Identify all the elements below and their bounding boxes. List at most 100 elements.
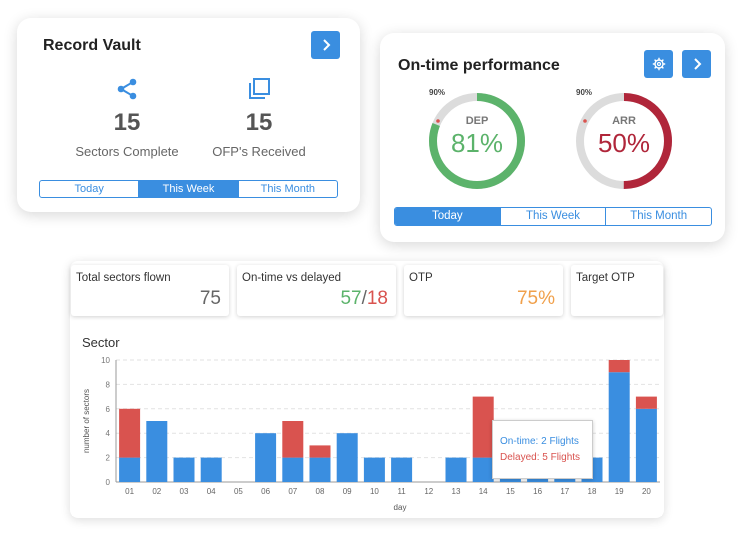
tab-today[interactable]: Today — [40, 181, 140, 197]
kpi-total-sectors: Total sectors flown 75 — [71, 265, 229, 316]
x-tick-label: 16 — [533, 487, 542, 496]
arr-gauge-ring — [576, 93, 672, 189]
bar-ontime — [146, 421, 168, 482]
otp-card: On-time performance 90% DEP 81% 90% ARR … — [380, 33, 725, 242]
dep-label: DEP — [465, 115, 489, 127]
y-tick-label: 10 — [101, 356, 110, 365]
bar-ontime — [309, 457, 331, 482]
bar-ontime — [173, 457, 195, 482]
bar-ontime — [391, 457, 413, 482]
kpi-ontime-vs-delayed: On-time vs delayed 57/18 — [237, 265, 396, 316]
sectors-complete-label: Sectors Complete — [75, 144, 179, 159]
y-tick-label: 8 — [106, 380, 111, 389]
bar-delayed — [472, 396, 494, 458]
tab-this-week[interactable]: This Week — [501, 208, 607, 225]
x-tick-label: 20 — [642, 487, 651, 496]
bar-ontime — [336, 433, 358, 482]
dep-gauge-ring — [429, 93, 525, 189]
chevron-right-icon — [322, 39, 330, 51]
bar-delayed — [608, 360, 630, 373]
otp-settings-button[interactable] — [644, 50, 673, 78]
share-icon — [117, 78, 137, 100]
otp-title: On-time performance — [398, 57, 560, 74]
x-tick-label: 08 — [316, 487, 325, 496]
sectors-complete-stat: 15 Sectors Complete — [57, 76, 197, 159]
ofp-received-stat: 15 OFP's Received — [189, 76, 329, 159]
dep-value: 81% — [450, 128, 504, 158]
tab-this-month[interactable]: This Month — [630, 210, 688, 222]
x-tick-label: 04 — [207, 487, 216, 496]
x-tick-label: 18 — [588, 487, 597, 496]
arr-gauge-arc — [576, 93, 672, 189]
x-tick-label: 07 — [288, 487, 297, 496]
dep-target-marker — [436, 119, 440, 123]
kpi-ontime-separator: / — [361, 288, 367, 309]
dep-target-label: 90% — [429, 88, 446, 97]
dep-gauge-arc — [429, 93, 525, 189]
x-tick-label: 15 — [506, 487, 515, 496]
otp-next-button[interactable] — [682, 50, 711, 78]
x-tick-label: 19 — [615, 487, 624, 496]
kpi-ontime-label: On-time vs delayed — [242, 272, 342, 284]
x-tick-label: 09 — [343, 487, 352, 496]
x-tick-label: 11 — [397, 487, 406, 496]
copy-icon — [249, 78, 270, 99]
bar-ontime — [472, 457, 494, 482]
arr-label: ARR — [612, 115, 636, 127]
kpi-total-value: 75 — [199, 288, 221, 309]
kpi-ontime-count: 57 — [340, 288, 362, 309]
x-tick-label: 06 — [261, 487, 270, 496]
tab-today[interactable]: Today — [395, 208, 501, 225]
kpi-target-otp: Target OTP — [571, 265, 663, 316]
otp-period-tabs: Today This Week This Month — [394, 207, 712, 226]
bar-ontime — [282, 457, 304, 482]
kpi-total-label: Total sectors flown — [76, 272, 171, 284]
x-tick-label: 14 — [479, 487, 488, 496]
y-tick-label: 0 — [106, 478, 111, 487]
chevron-right-icon — [693, 58, 701, 70]
record-vault-card: Record Vault 15 Sectors Complete 15 OFP'… — [17, 18, 360, 212]
record-vault-next-button[interactable] — [311, 31, 340, 59]
y-tick-label: 4 — [106, 429, 111, 438]
bar-ontime — [363, 457, 385, 482]
arr-value: 50% — [597, 128, 651, 158]
kpi-otp: OTP 75% — [404, 265, 563, 316]
bar-delayed — [282, 421, 304, 458]
x-tick-label: 02 — [152, 487, 161, 496]
tab-this-week[interactable]: This Week — [139, 181, 239, 197]
ofp-received-label: OFP's Received — [212, 144, 306, 159]
ofp-received-value: 15 — [245, 109, 273, 136]
tooltip-ontime: On-time: 2 Flights — [500, 436, 579, 447]
bar-delayed — [119, 408, 141, 458]
x-tick-label: 13 — [452, 487, 461, 496]
gear-icon — [652, 57, 665, 71]
record-vault-title: Record Vault — [43, 37, 141, 54]
x-tick-label: 12 — [424, 487, 433, 496]
y-tick-label: 2 — [106, 454, 111, 463]
bar-ontime — [445, 457, 467, 482]
bar-ontime — [255, 433, 277, 482]
record-vault-period-tabs: Today This Week This Month — [39, 180, 338, 198]
tab-this-month[interactable]: This Month — [260, 183, 316, 195]
bar-ontime — [635, 408, 657, 482]
kpi-ontime-value: 57/18 — [340, 288, 388, 310]
bar-ontime — [200, 457, 222, 482]
x-tick-label: 05 — [234, 487, 243, 496]
x-tick-label: 17 — [560, 487, 569, 496]
y-tick-label: 6 — [106, 405, 111, 414]
dep-gauge: 90% DEP 81% — [427, 88, 527, 191]
x-tick-label: 01 — [125, 487, 134, 496]
bar-delayed — [635, 396, 657, 409]
bar-ontime — [119, 457, 141, 482]
chart-tooltip: On-time: 2 Flights Delayed: 5 Flights — [492, 420, 593, 479]
arr-target-label: 90% — [576, 88, 593, 97]
kpi-target-label: Target OTP — [576, 272, 635, 284]
x-tick-label: 10 — [370, 487, 379, 496]
sector-dashboard-card: Total sectors flown 75 On-time vs delaye… — [70, 261, 664, 518]
kpi-otp-label: OTP — [409, 272, 433, 284]
bar-ontime — [608, 372, 630, 482]
y-axis-label: number of sectors — [82, 389, 91, 453]
tooltip-delayed: Delayed: 5 Flights — [500, 452, 581, 463]
sectors-complete-value: 15 — [113, 109, 141, 136]
